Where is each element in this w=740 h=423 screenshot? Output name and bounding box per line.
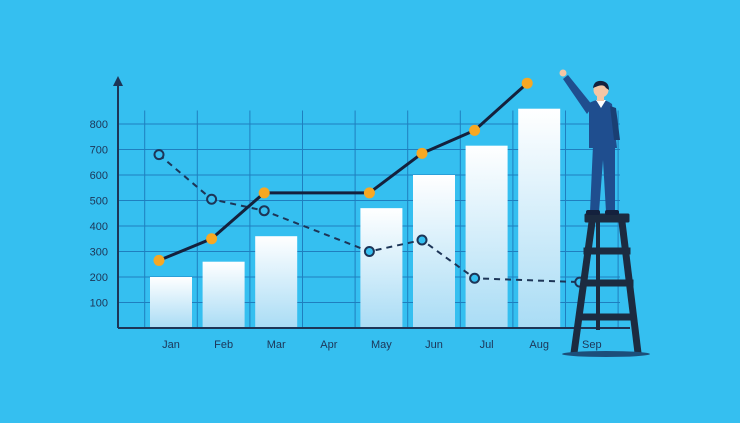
x-tick-label-jun: Jun — [425, 339, 443, 351]
x-tick-label-jan: Jan — [162, 339, 180, 351]
x-axis-ticks: Jan Feb Mar Apr May Jun Jul Aug Sep — [162, 339, 601, 351]
solid-point — [153, 254, 165, 266]
y-tick-label: 600 — [90, 170, 108, 182]
y-tick-label: 100 — [90, 298, 108, 310]
dashed-point — [363, 246, 375, 257]
dashed-point — [258, 205, 270, 217]
bar-jul — [465, 145, 508, 328]
x-tick-label-aug: Aug — [529, 339, 549, 351]
x-tick-label-apr: Apr — [320, 339, 337, 351]
y-tick-label: 800 — [90, 119, 108, 131]
bar-may — [360, 208, 403, 328]
y-tick-label: 200 — [90, 272, 108, 284]
y-tick-label: 500 — [90, 196, 108, 208]
solid-point — [258, 187, 270, 199]
y-tick-label: 700 — [90, 145, 108, 157]
axes — [113, 76, 630, 329]
ladder — [562, 213, 650, 357]
bar-jan — [150, 277, 192, 328]
dashed-line-series — [153, 149, 586, 288]
bar-aug — [518, 108, 561, 328]
x-tick-label-mar: Mar — [267, 339, 286, 351]
solid-point — [469, 124, 481, 136]
x-tick-label-may: May — [371, 339, 392, 351]
dashed-point — [206, 193, 218, 205]
dashed-point — [469, 272, 481, 284]
person — [559, 69, 620, 215]
dashed-point — [153, 149, 165, 161]
solid-point — [521, 77, 533, 89]
bar-feb — [202, 261, 245, 328]
solid-point — [363, 187, 375, 199]
x-tick-label-jul: Jul — [480, 339, 494, 351]
x-tick-label-sep: Sep — [582, 339, 602, 351]
solid-line-series — [153, 77, 533, 266]
bar-mar — [255, 236, 298, 328]
bar-series — [150, 108, 561, 328]
x-tick-label-feb: Feb — [214, 339, 233, 351]
solid-point — [416, 147, 428, 159]
dashed-point — [416, 234, 428, 246]
y-tick-label: 400 — [90, 221, 108, 233]
y-axis-ticks: 100 200 300 400 500 600 700 800 — [90, 119, 108, 310]
businessman-icon — [559, 69, 650, 357]
solid-point — [206, 233, 218, 245]
y-axis-arrow — [113, 76, 123, 86]
y-tick-label: 300 — [90, 247, 108, 259]
bar-jun — [413, 175, 455, 328]
